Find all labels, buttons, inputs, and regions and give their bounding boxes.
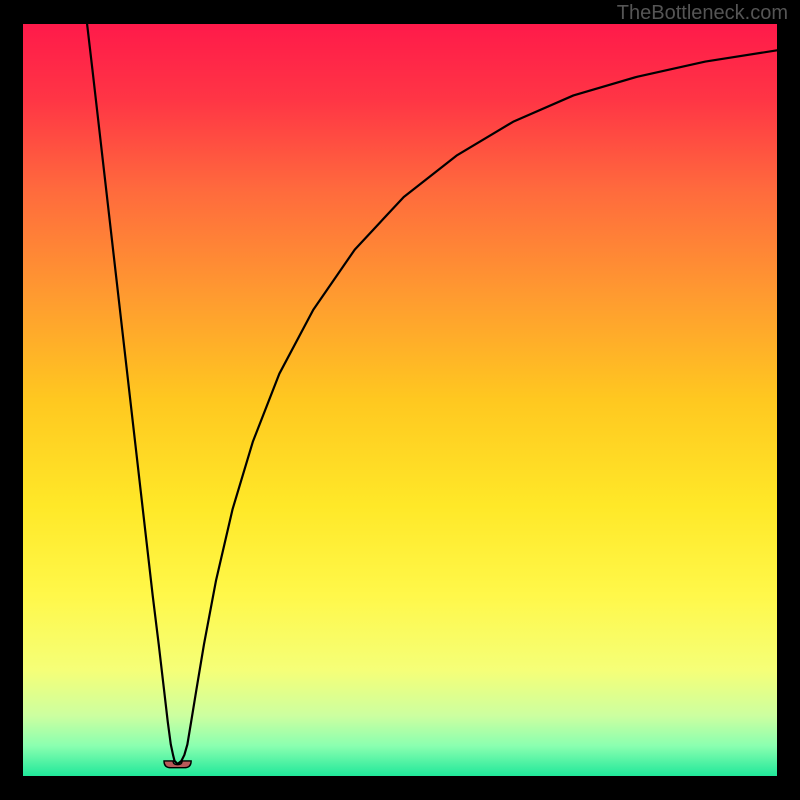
plot-gradient-background bbox=[23, 24, 777, 776]
chart-container: TheBottleneck.com bbox=[0, 0, 800, 800]
watermark-text: TheBottleneck.com bbox=[617, 2, 788, 25]
bottleneck-chart bbox=[0, 0, 800, 800]
